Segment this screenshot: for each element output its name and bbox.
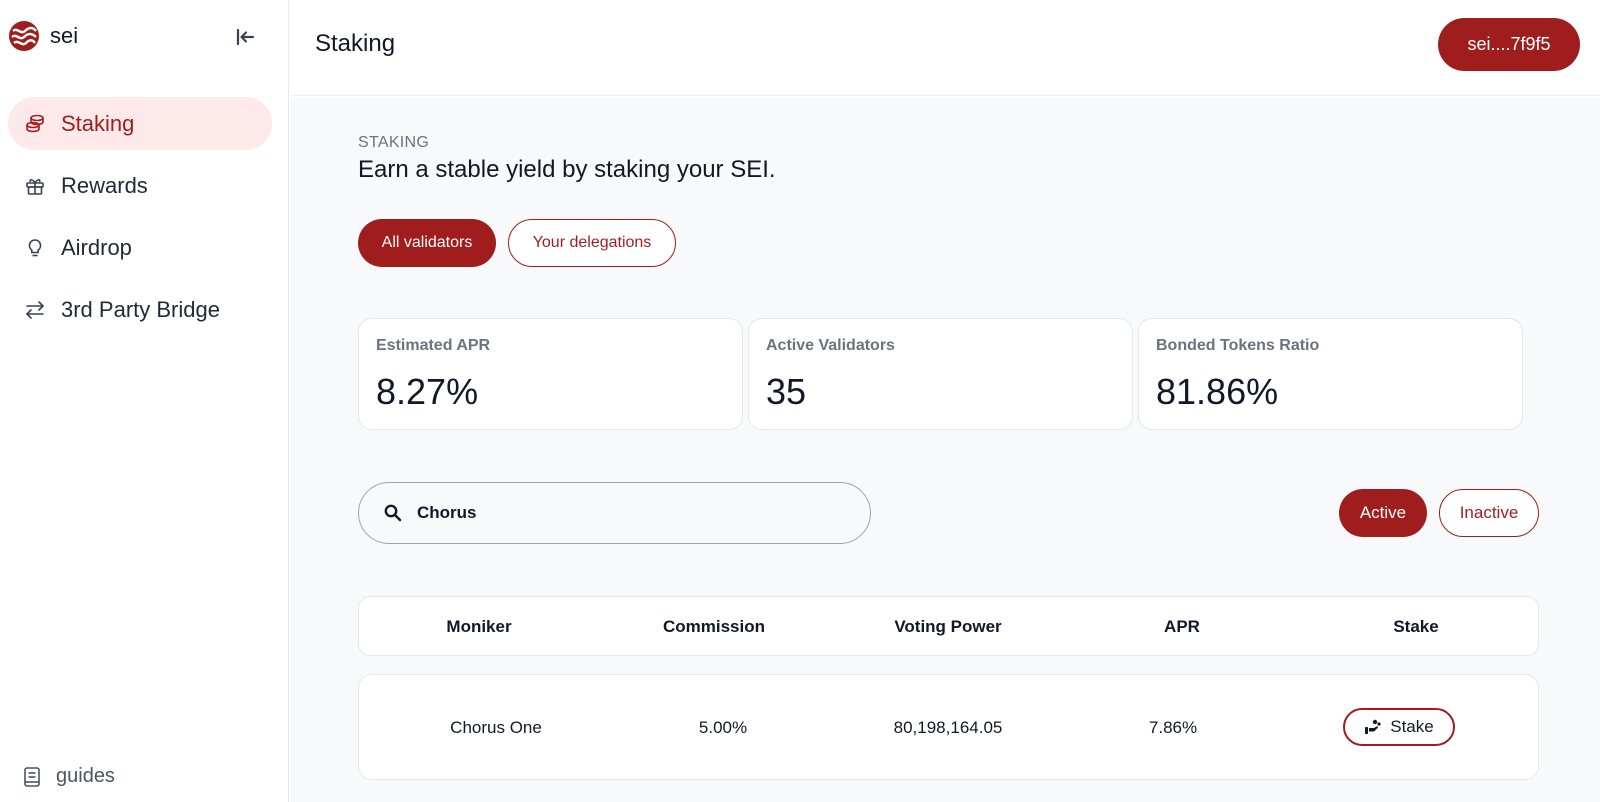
collapse-sidebar-button[interactable] bbox=[232, 24, 258, 50]
coins-icon bbox=[24, 113, 46, 135]
guides-link[interactable]: guides bbox=[22, 765, 115, 788]
stake-button-label: Stake bbox=[1390, 717, 1434, 736]
column-header-apr[interactable]: APR bbox=[1164, 617, 1200, 636]
stake-button[interactable]: Stake bbox=[1343, 708, 1455, 746]
page-title: Staking bbox=[315, 30, 396, 57]
sidebar-item-label: Staking bbox=[61, 110, 135, 136]
column-header-stake: Stake bbox=[1393, 617, 1439, 636]
sidebar-item-label: Rewards bbox=[61, 172, 148, 198]
column-header-commission[interactable]: Commission bbox=[662, 617, 766, 636]
stat-card-bonded-ratio: Bonded Tokens Ratio 81.86% bbox=[1138, 318, 1523, 430]
tab-your-delegations[interactable]: Your delegations bbox=[508, 219, 676, 267]
sidebar-item-airdrop[interactable]: Airdrop bbox=[8, 221, 272, 274]
brand[interactable]: sei bbox=[8, 20, 78, 52]
sidebar-item-bridge[interactable]: 3rd Party Bridge bbox=[8, 283, 272, 336]
collapse-left-icon bbox=[236, 28, 255, 46]
stat-card-active-validators: Active Validators 35 bbox=[748, 318, 1133, 430]
table-header: Moniker Commission Voting Power APR Stak… bbox=[358, 596, 1539, 656]
stat-value: 81.86% bbox=[1156, 371, 1279, 412]
top-header: Staking sei....7f9f5 bbox=[290, 0, 1600, 96]
stat-value: 8.27% bbox=[376, 371, 479, 412]
tab-all-validators[interactable]: All validators bbox=[358, 219, 496, 267]
validator-search[interactable] bbox=[358, 482, 871, 544]
table-row[interactable]: Chorus One 5.00% 80,198,164.05 7.86% Sta… bbox=[358, 674, 1539, 780]
stat-label: Estimated APR bbox=[376, 337, 491, 354]
cell-commission: 5.00% bbox=[698, 718, 748, 737]
stat-card-apr: Estimated APR 8.27% bbox=[358, 318, 743, 430]
sidebar: sei Staking bbox=[0, 0, 289, 802]
section-eyebrow: STAKING bbox=[358, 134, 430, 151]
sidebar-item-label: Airdrop bbox=[61, 234, 132, 260]
filter-inactive-button[interactable]: Inactive bbox=[1439, 489, 1539, 537]
guides-label: guides bbox=[56, 765, 115, 787]
section-subtitle: Earn a stable yield by staking your SEI. bbox=[358, 156, 776, 183]
wallet-button[interactable]: sei....7f9f5 bbox=[1438, 18, 1580, 71]
search-input[interactable] bbox=[417, 503, 837, 523]
column-header-moniker[interactable]: Moniker bbox=[446, 617, 512, 636]
sei-logo-icon bbox=[9, 21, 39, 51]
stat-label: Active Validators bbox=[766, 337, 895, 354]
search-icon bbox=[384, 504, 402, 522]
brand-name: sei bbox=[50, 23, 79, 48]
lightbulb-icon bbox=[24, 237, 46, 259]
sidebar-nav: Staking Rewards Airdrop bbox=[8, 97, 272, 345]
book-icon bbox=[24, 766, 40, 787]
cell-moniker: Chorus One bbox=[450, 718, 542, 737]
main-content: STAKING Earn a stable yield by staking y… bbox=[290, 97, 1600, 802]
sidebar-item-staking[interactable]: Staking bbox=[8, 97, 272, 150]
sidebar-item-label: 3rd Party Bridge bbox=[61, 296, 220, 322]
gift-icon bbox=[24, 175, 46, 197]
sidebar-item-rewards[interactable]: Rewards bbox=[8, 159, 272, 212]
hand-coins-icon bbox=[1365, 719, 1381, 734]
stat-label: Bonded Tokens Ratio bbox=[1156, 337, 1320, 354]
cell-voting-power: 80,198,164.05 bbox=[893, 718, 1003, 737]
stat-value: 35 bbox=[766, 371, 807, 412]
column-header-voting-power[interactable]: Voting Power bbox=[894, 617, 1002, 636]
arrows-exchange-icon bbox=[24, 299, 46, 321]
cell-apr: 7.86% bbox=[1148, 718, 1198, 737]
filter-active-button[interactable]: Active bbox=[1339, 489, 1427, 537]
